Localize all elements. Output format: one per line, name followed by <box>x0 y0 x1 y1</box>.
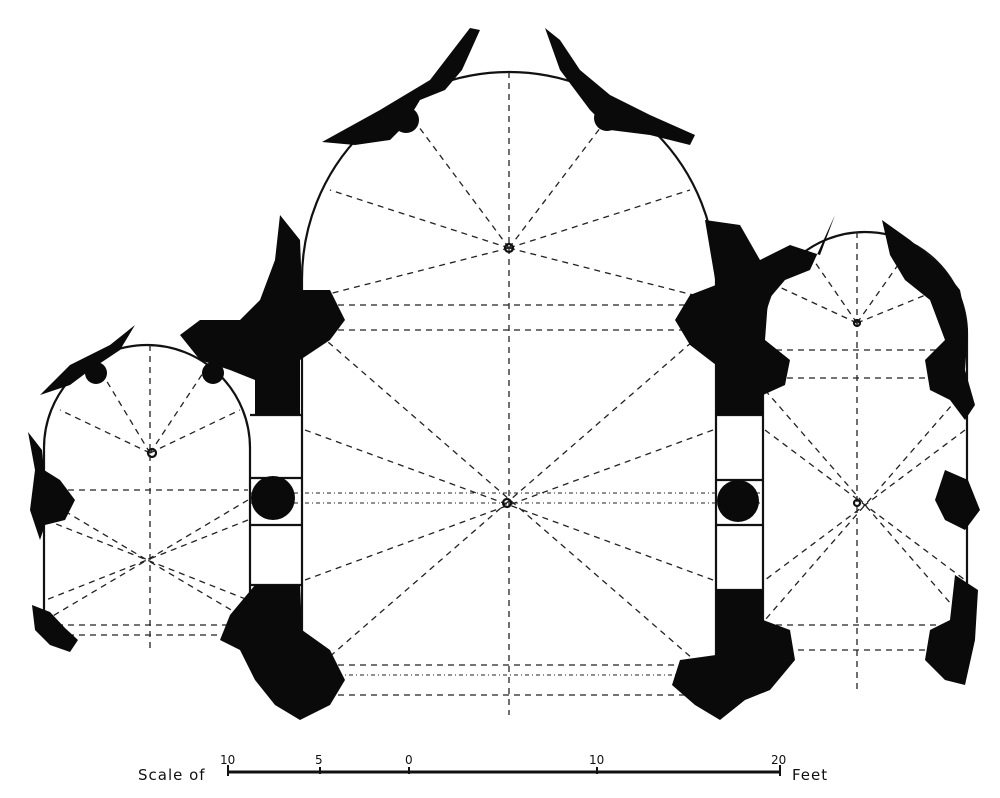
feet-label: Feet <box>792 766 828 784</box>
scale-tick: 20 <box>771 753 786 767</box>
column-left <box>251 476 295 520</box>
scale-label: Scale of <box>138 766 206 784</box>
central-apse <box>250 70 765 715</box>
scale-bar: Scale of Feet 10 5 0 10 20 <box>138 753 828 784</box>
scale-tick: 0 <box>405 753 413 767</box>
scale-tick: 10 <box>589 753 604 767</box>
arcade-right <box>716 413 763 592</box>
scale-tick: 10 <box>220 753 235 767</box>
column-right <box>717 480 759 522</box>
scale-tick: 5 <box>315 753 323 767</box>
left-apse <box>42 343 252 650</box>
arcade-left <box>250 413 302 587</box>
piers <box>28 28 980 720</box>
